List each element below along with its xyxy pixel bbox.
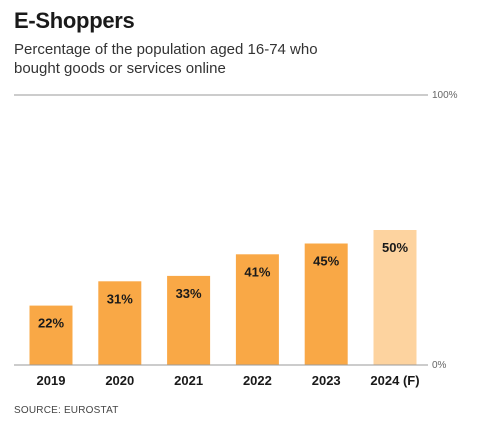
y-tick-bottom-label: 0% xyxy=(432,360,447,371)
y-tick-top-label: 100% xyxy=(432,90,458,101)
data-label: 33% xyxy=(176,286,202,301)
x-tick-label: 2023 xyxy=(312,373,341,388)
chart-title: E-Shoppers xyxy=(14,8,135,33)
x-tick-label: 2024 (F) xyxy=(370,373,419,388)
data-label: 31% xyxy=(107,291,133,306)
bar-2023 xyxy=(304,243,348,365)
bar-2022 xyxy=(235,254,279,365)
source-note: SOURCE: EUROSTAT xyxy=(14,405,119,416)
bar-2021 xyxy=(167,275,211,365)
bar-2020 xyxy=(98,281,142,365)
bar-2024-f xyxy=(373,230,417,365)
data-label: 41% xyxy=(244,264,270,279)
x-tick-label: 2019 xyxy=(37,373,66,388)
bar-2019 xyxy=(29,305,73,365)
chart-subtitle: Percentage of the population aged 16-74 … xyxy=(14,41,318,77)
data-label: 22% xyxy=(38,316,64,331)
bars-group: 22% 31% 33% 41% 45% 50% xyxy=(29,230,417,365)
x-tick-label: 2021 xyxy=(174,373,203,388)
x-tick-label: 2020 xyxy=(105,373,134,388)
data-label: 45% xyxy=(313,254,339,269)
data-label: 50% xyxy=(382,240,408,255)
x-tick-label: 2022 xyxy=(243,373,272,388)
